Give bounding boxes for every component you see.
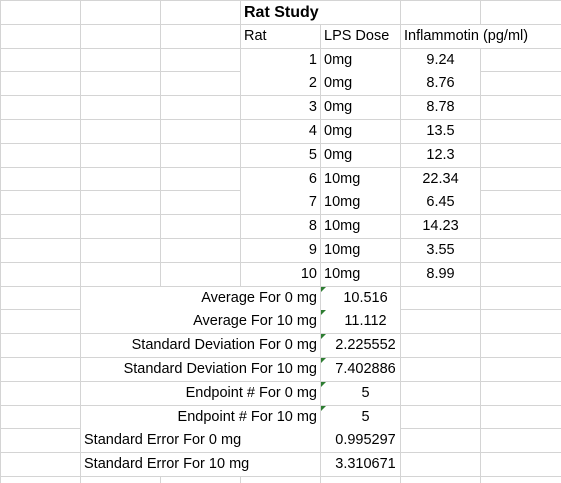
cell-lps-dose[interactable]: 0mg — [321, 144, 400, 167]
row-gridline — [0, 381, 561, 382]
row-gridline — [0, 452, 561, 453]
cell-lps-dose[interactable]: 10mg — [321, 168, 400, 191]
cell-rat-number[interactable]: 3 — [241, 96, 320, 119]
column-gridline — [160, 0, 161, 483]
stat-label[interactable]: Endpoint # For 10 mg — [81, 406, 320, 429]
cell-lps-dose[interactable]: 0mg — [321, 96, 400, 119]
stat-value[interactable]: 5 — [321, 406, 400, 429]
row-gridline — [0, 95, 561, 96]
column-gridline — [80, 0, 81, 483]
column-gridline — [240, 0, 241, 483]
column-gridline — [320, 0, 321, 483]
cell-rat-number[interactable]: 1 — [241, 49, 320, 72]
cell-inflammotin-value[interactable]: 8.78 — [401, 96, 480, 119]
column-gridline — [400, 0, 401, 483]
row-gridline — [0, 357, 561, 358]
row-gridline — [0, 262, 561, 263]
row-gridline — [0, 0, 561, 1]
green-triangle-icon — [321, 287, 326, 292]
cell-rat-number[interactable]: 8 — [241, 215, 320, 238]
column-gridline — [480, 0, 481, 483]
stat-label[interactable]: Average For 10 mg — [81, 310, 320, 333]
stat-value[interactable]: 3.310671 — [321, 453, 400, 476]
row-gridline — [0, 286, 561, 287]
green-triangle-icon — [321, 358, 326, 363]
stat-label[interactable]: Standard Error For 10 mg — [81, 453, 320, 476]
row-gridline — [0, 333, 561, 334]
row-gridline — [0, 405, 561, 406]
cell-inflammotin-value[interactable]: 13.5 — [401, 120, 480, 143]
row-gridline — [0, 24, 561, 25]
green-triangle-icon — [321, 382, 326, 387]
stat-label[interactable]: Endpoint # For 0 mg — [81, 382, 320, 405]
row-gridline — [0, 476, 561, 477]
row-gridline — [0, 119, 561, 120]
header-rat[interactable]: Rat — [241, 25, 320, 48]
cell-inflammotin-value[interactable]: 3.55 — [401, 239, 480, 262]
stat-value[interactable]: 2.225552 — [321, 334, 400, 357]
stat-value[interactable]: 5 — [321, 382, 400, 405]
cell-rat-number[interactable]: 9 — [241, 239, 320, 262]
green-triangle-icon — [321, 406, 326, 411]
cell-rat-number[interactable]: 5 — [241, 144, 320, 167]
cell-lps-dose[interactable]: 0mg — [321, 49, 400, 72]
cell-lps-dose[interactable]: 10mg — [321, 263, 400, 286]
stat-value[interactable]: 0.995297 — [321, 429, 400, 452]
row-gridline — [0, 143, 561, 144]
cell-lps-dose[interactable]: 10mg — [321, 215, 400, 238]
cell-lps-dose[interactable]: 0mg — [321, 72, 400, 95]
stat-value[interactable]: 7.402886 — [321, 358, 400, 381]
cell-rat-number[interactable]: 10 — [241, 263, 320, 286]
header-lps-dose[interactable]: LPS Dose — [321, 25, 400, 48]
cell-rat-number[interactable]: 2 — [241, 72, 320, 95]
cell-rat-number[interactable]: 7 — [241, 191, 320, 214]
green-triangle-icon — [321, 334, 326, 339]
cell-inflammotin-value[interactable]: 8.99 — [401, 263, 480, 286]
cell-inflammotin-value[interactable]: 9.24 — [401, 49, 480, 72]
stat-label[interactable]: Average For 0 mg — [81, 287, 320, 310]
cell-inflammotin-value[interactable]: 14.23 — [401, 215, 480, 238]
cell-lps-dose[interactable]: 0mg — [321, 120, 400, 143]
cell-lps-dose[interactable]: 10mg — [321, 191, 400, 214]
stat-label[interactable]: Standard Error For 0 mg — [81, 429, 320, 452]
cell-inflammotin-value[interactable]: 12.3 — [401, 144, 480, 167]
stat-label[interactable]: Standard Deviation For 0 mg — [81, 334, 320, 357]
stat-value[interactable]: 11.112 — [321, 310, 400, 333]
cell-rat-number[interactable]: 4 — [241, 120, 320, 143]
cell-lps-dose[interactable]: 10mg — [321, 239, 400, 262]
row-gridline — [0, 167, 561, 168]
cell-inflammotin-value[interactable]: 6.45 — [401, 191, 480, 214]
stat-label[interactable]: Standard Deviation For 10 mg — [81, 358, 320, 381]
green-triangle-icon — [321, 310, 326, 315]
cell-inflammotin-value[interactable]: 8.76 — [401, 72, 480, 95]
row-gridline — [0, 48, 561, 49]
cell-rat-number[interactable]: 6 — [241, 168, 320, 191]
sheet-title[interactable]: Rat Study — [241, 1, 400, 24]
header-inflammotin[interactable]: Inflammotin (pg/ml) — [401, 25, 561, 48]
row-gridline — [0, 214, 561, 215]
cell-inflammotin-value[interactable]: 22.34 — [401, 168, 480, 191]
row-gridline — [0, 238, 561, 239]
column-gridline — [0, 0, 1, 483]
stat-value[interactable]: 10.516 — [321, 287, 400, 310]
